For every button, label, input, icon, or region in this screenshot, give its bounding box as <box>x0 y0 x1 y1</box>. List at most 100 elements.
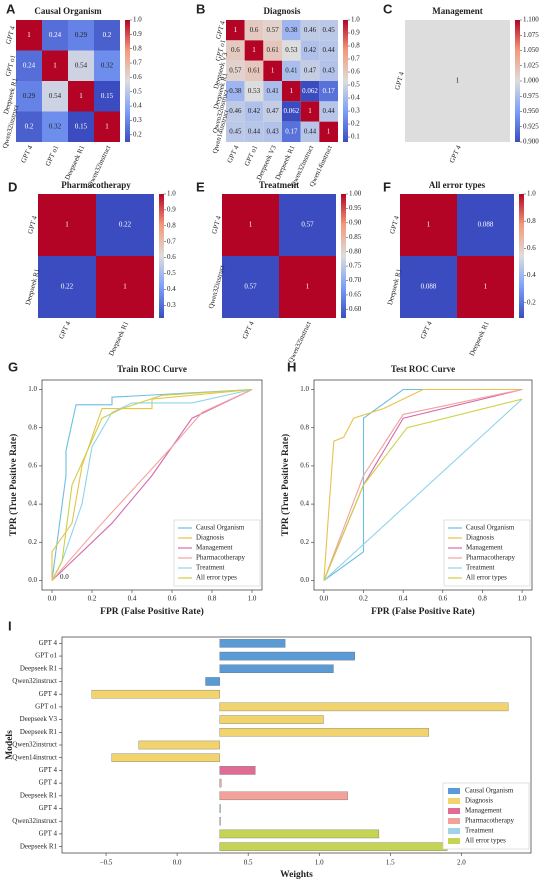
heatmap-cell <box>263 101 282 122</box>
colorbar-tick-label: 1.025 <box>523 61 539 69</box>
heatmap-cell <box>457 194 514 256</box>
x-tick-label: Deepseek R1 <box>107 320 130 357</box>
bar <box>205 677 220 686</box>
cell-value: 1 <box>27 31 31 39</box>
heatmap-cell <box>263 60 282 81</box>
cell-value: 0.2 <box>25 122 34 130</box>
cell-value: 1 <box>252 46 256 54</box>
cell-value: 0.61 <box>267 46 280 54</box>
x-tick-label: −0.5 <box>100 859 113 867</box>
roc-line <box>51 388 253 581</box>
heatmap-cell <box>94 81 120 112</box>
x-tick-label: 0.4 <box>128 595 137 603</box>
y-tick-label: GPT 4 <box>39 766 58 774</box>
x-tick-label: 1.0 <box>315 859 324 867</box>
cell-value: 0.088 <box>421 283 437 291</box>
cell-value: 0.53 <box>248 87 261 95</box>
chart-title: Management <box>432 6 483 16</box>
cell-value: 0.43 <box>267 127 280 135</box>
heatmap-cell <box>42 20 68 51</box>
heatmap-cell <box>319 121 338 142</box>
y-tick-label: GPT 4 <box>4 25 17 45</box>
cell-value: 0.38 <box>285 26 298 34</box>
bar <box>219 728 429 737</box>
heatmap-cell <box>400 194 457 256</box>
x-tick-label: GPT 4 <box>419 320 434 340</box>
y-tick-label: GPT o1 <box>35 652 57 660</box>
y-tick-label: 1.0 <box>300 385 309 393</box>
cell-value: 0.38 <box>229 87 242 95</box>
cell-value: 0.29 <box>23 92 36 100</box>
cell-value: 0.43 <box>323 66 336 74</box>
heatmap-cell <box>96 194 154 256</box>
colorbar-tick-label: 1.100 <box>523 16 539 24</box>
colorbar-tick-label: 0.3 <box>133 116 142 124</box>
colorbar-tick-label: 1.000 <box>523 77 539 85</box>
cell-value: 0.46 <box>229 107 242 115</box>
heatmap-cell <box>319 81 338 102</box>
heatmap-cell <box>16 111 42 142</box>
y-tick-label: GPT 4 <box>39 690 58 698</box>
heatmap-cell <box>226 81 245 102</box>
roc-line <box>51 389 253 581</box>
cell-value: 0.44 <box>323 46 336 54</box>
legend-label: All error types <box>465 837 506 845</box>
colorbar-tick-label: 0.4 <box>351 94 360 102</box>
cell-value: 1 <box>105 122 109 130</box>
cell-value: 1 <box>484 283 488 291</box>
colorbar-tick-label: 0.95 <box>349 204 362 212</box>
colorbar-tick-label: 0.5 <box>167 269 176 277</box>
heatmap-cell <box>263 121 282 142</box>
heatmap-cell <box>282 121 301 142</box>
x-tick-label: 0.8 <box>208 595 217 603</box>
cell-value: 1 <box>65 221 69 229</box>
cell-value: 0.44 <box>248 127 261 135</box>
y-tick-label: GPT 4 <box>39 779 58 787</box>
heatmap-cell <box>244 20 264 41</box>
chart-title: Causal Organism <box>34 6 102 16</box>
cell-value: 0.062 <box>302 87 318 95</box>
legend-frame <box>443 519 531 587</box>
x-tick-label: 1.0 <box>518 595 527 603</box>
cell-value: 1 <box>53 61 57 69</box>
x-tick-label: 1.5 <box>386 859 395 867</box>
panel-label: F <box>383 179 391 194</box>
y-tick-label: 0.8 <box>28 423 37 431</box>
legend-label: Treatment <box>196 564 225 572</box>
panel-label: A <box>6 1 16 16</box>
legend-label: Pharmacotherapy <box>196 554 245 562</box>
colorbar-tick-label: 0.6 <box>527 244 536 252</box>
colorbar-tick-label: 0.7 <box>133 59 142 67</box>
cell-value: 0.29 <box>75 31 88 39</box>
legend-label: Management <box>196 544 233 552</box>
heatmap-cell <box>319 101 338 122</box>
cell-value: 0.32 <box>101 61 114 69</box>
cell-value: 0.6 <box>231 46 240 54</box>
chart-title: All error types <box>429 180 486 190</box>
colorbar-tick-label: 0.925 <box>523 122 539 130</box>
legend-swatch <box>448 818 460 824</box>
cell-value: 0.15 <box>75 122 88 130</box>
x-tick-label: GPT 4 <box>241 320 256 340</box>
legend-label: Diagnosis <box>465 797 493 805</box>
heatmap-cell <box>94 20 120 51</box>
x-tick-label: 0.0 <box>320 595 329 603</box>
x-tick-label: 0.8 <box>478 595 487 603</box>
colorbar-tick-label: 0.6 <box>133 73 142 81</box>
x-tick-label: 1.0 <box>248 595 257 603</box>
colorbar-tick-label: 1.075 <box>523 31 539 39</box>
heatmap-cell <box>226 121 245 142</box>
heatmap-cell <box>282 40 301 61</box>
y-axis-label: TPR (True Positive Rate) <box>280 434 291 536</box>
heatmap-cell <box>38 194 96 256</box>
annotation: 0.0 <box>60 573 69 581</box>
y-tick-label: GPT 4 <box>39 830 58 838</box>
x-tick-label: GPT 4 <box>448 144 463 164</box>
x-tick-label: 0.6 <box>168 595 177 603</box>
colorbar <box>519 194 524 318</box>
heatmap-cell <box>263 81 282 102</box>
cell-value: 1 <box>79 92 83 100</box>
colorbar-tick-label: 0.3 <box>351 107 360 115</box>
y-tick-label: GPT 4 <box>210 215 223 235</box>
cell-value: 1 <box>123 283 127 291</box>
